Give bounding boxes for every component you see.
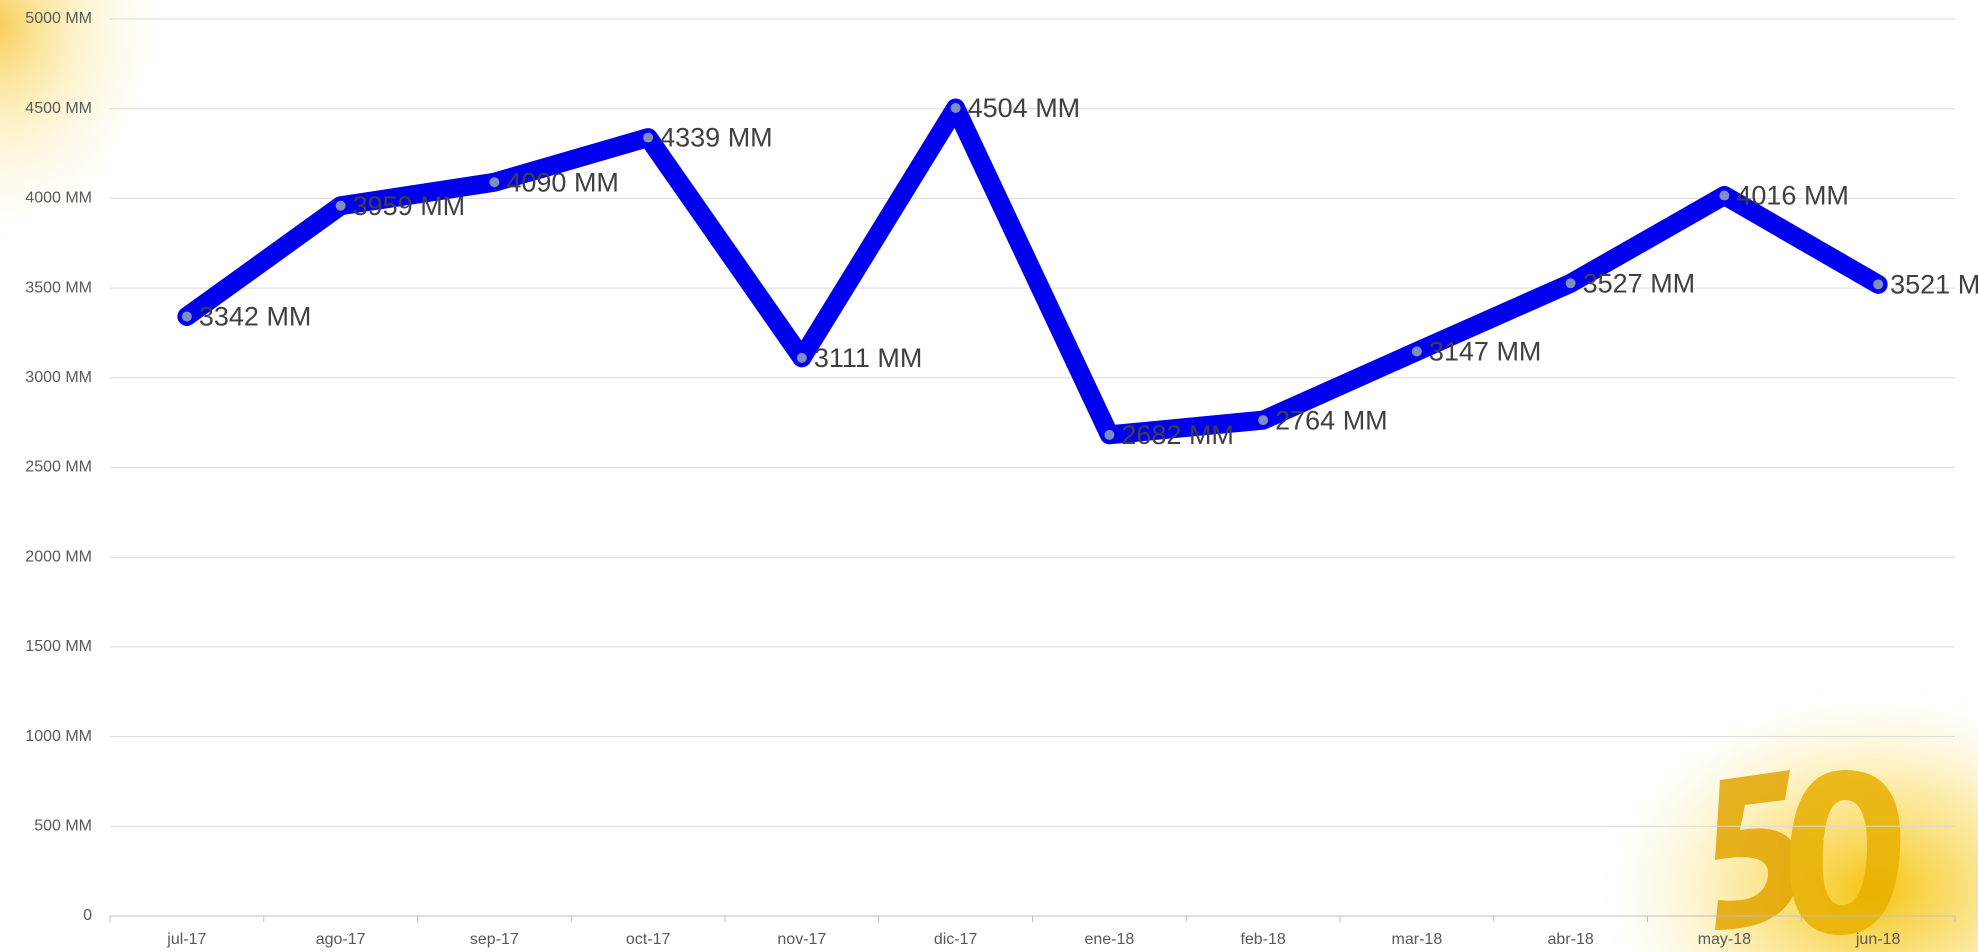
x-tick-label: sep-17 bbox=[470, 931, 519, 948]
point-marker bbox=[950, 102, 961, 113]
point-marker bbox=[1411, 346, 1422, 357]
point-marker bbox=[335, 200, 346, 211]
x-tick-label: ago-17 bbox=[316, 931, 366, 948]
data-label: 3527 MM bbox=[1583, 268, 1696, 298]
y-tick-label: 2500 MM bbox=[25, 459, 92, 476]
logo-shape bbox=[1789, 770, 1901, 935]
point-marker bbox=[1258, 415, 1269, 426]
y-tick-label: 4000 MM bbox=[25, 190, 92, 207]
y-tick-label: 500 MM bbox=[34, 818, 92, 835]
point-marker bbox=[181, 311, 192, 322]
data-label: 4090 MM bbox=[506, 167, 619, 197]
data-label: 2764 MM bbox=[1275, 405, 1388, 435]
y-tick-label: 0 bbox=[83, 907, 92, 924]
logo-shape bbox=[1715, 770, 1800, 930]
x-tick-label: abr-18 bbox=[1548, 931, 1594, 948]
point-marker bbox=[1565, 278, 1576, 289]
x-tick-label: ene-18 bbox=[1084, 931, 1134, 948]
data-label: 3147 MM bbox=[1429, 337, 1542, 367]
marks: 3342 MM 3959 MM 4090 MM 4339 MM 3111 MM 4504 … bbox=[177, 93, 1978, 450]
data-label: 4339 MM bbox=[660, 123, 773, 153]
point-marker bbox=[796, 352, 807, 363]
background-glow bbox=[0, 0, 200, 260]
y-tick-label: 3000 MM bbox=[25, 369, 92, 386]
point-marker bbox=[1104, 429, 1115, 440]
x-tick-label: jun-18 bbox=[1855, 931, 1901, 948]
axes: 0 500 MM 1000 MM 1500 MM 2000 MM 2500 MM 3000 … bbox=[25, 10, 1956, 948]
point-marker bbox=[1719, 190, 1730, 201]
x-tick-label: dic-17 bbox=[934, 931, 978, 948]
point-marker bbox=[489, 177, 500, 188]
point-marker bbox=[643, 132, 654, 143]
data-label: 3342 MM bbox=[199, 302, 312, 332]
data-label: 4504 MM bbox=[968, 93, 1081, 123]
x-tick-label: feb-18 bbox=[1240, 931, 1285, 948]
data-label: 3521 MM bbox=[1890, 269, 1978, 299]
data-label: 2682 MM bbox=[1121, 420, 1234, 450]
y-tick-label: 4500 MM bbox=[25, 100, 92, 117]
x-tick-label: nov-17 bbox=[777, 931, 826, 948]
y-tick-label: 1000 MM bbox=[25, 728, 92, 745]
series-line bbox=[177, 98, 1888, 445]
y-tick-label: 2000 MM bbox=[25, 548, 92, 565]
x-tick-label: jul-17 bbox=[166, 931, 206, 948]
point-marker bbox=[1873, 279, 1884, 290]
x-tick-label: mar-18 bbox=[1392, 931, 1443, 948]
x-tick-label: oct-17 bbox=[626, 931, 671, 948]
data-label: 3959 MM bbox=[353, 191, 466, 221]
x-tick-label: may-18 bbox=[1698, 931, 1751, 948]
y-tick-label: 3500 MM bbox=[25, 279, 92, 296]
y-tick-label: 5000 MM bbox=[25, 10, 92, 27]
data-label: 4016 MM bbox=[1736, 181, 1849, 211]
y-tick-label: 1500 MM bbox=[25, 638, 92, 655]
data-label: 3111 MM bbox=[814, 343, 923, 373]
